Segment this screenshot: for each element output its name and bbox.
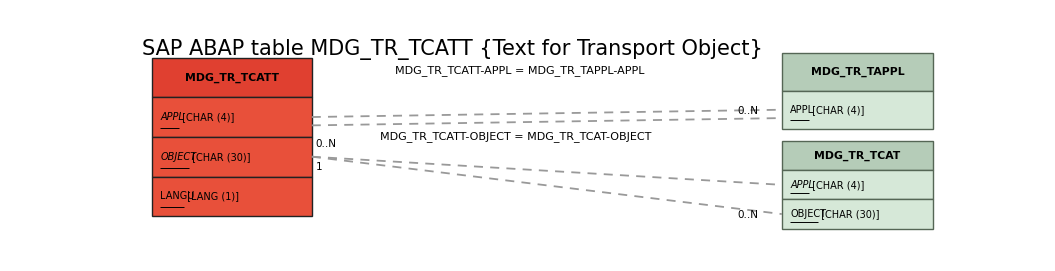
Bar: [152, 97, 312, 137]
Bar: [152, 57, 312, 97]
Bar: [782, 199, 934, 229]
Text: APPL: APPL: [790, 105, 814, 115]
Text: [CHAR (4)]: [CHAR (4)]: [809, 180, 864, 190]
Text: [CHAR (4)]: [CHAR (4)]: [809, 105, 864, 115]
Text: LANGU: LANGU: [160, 191, 195, 201]
Bar: [782, 170, 934, 199]
Text: MDG_TR_TCATT-OBJECT = MDG_TR_TCAT-OBJECT: MDG_TR_TCATT-OBJECT = MDG_TR_TCAT-OBJECT: [381, 131, 652, 142]
Text: MDG_TR_TCATT: MDG_TR_TCATT: [185, 72, 279, 82]
Bar: [152, 137, 312, 176]
Text: APPL: APPL: [160, 112, 185, 122]
Text: 1: 1: [315, 162, 323, 172]
Text: MDG_TR_TCAT: MDG_TR_TCAT: [814, 150, 901, 161]
Text: [LANG (1)]: [LANG (1)]: [184, 191, 238, 201]
Bar: [782, 141, 934, 170]
Text: OBJECT: OBJECT: [790, 209, 826, 219]
Text: SAP ABAP table MDG_TR_TCATT {Text for Transport Object}: SAP ABAP table MDG_TR_TCATT {Text for Tr…: [141, 39, 763, 60]
Text: 0..N: 0..N: [315, 139, 337, 149]
Text: APPL: APPL: [790, 180, 813, 190]
Bar: [782, 53, 934, 91]
Text: 0..N: 0..N: [736, 106, 757, 116]
Text: OBJECT: OBJECT: [160, 152, 196, 162]
Text: [CHAR (30)]: [CHAR (30)]: [189, 152, 250, 162]
Bar: [152, 176, 312, 216]
Text: [CHAR (4)]: [CHAR (4)]: [179, 112, 234, 122]
Text: [CHAR (30)]: [CHAR (30)]: [818, 209, 880, 219]
Text: MDG_TR_TCATT-APPL = MDG_TR_TAPPL-APPL: MDG_TR_TCATT-APPL = MDG_TR_TAPPL-APPL: [396, 64, 645, 76]
Text: 0..N: 0..N: [736, 210, 757, 220]
Bar: [782, 91, 934, 128]
Text: MDG_TR_TAPPL: MDG_TR_TAPPL: [810, 67, 904, 77]
